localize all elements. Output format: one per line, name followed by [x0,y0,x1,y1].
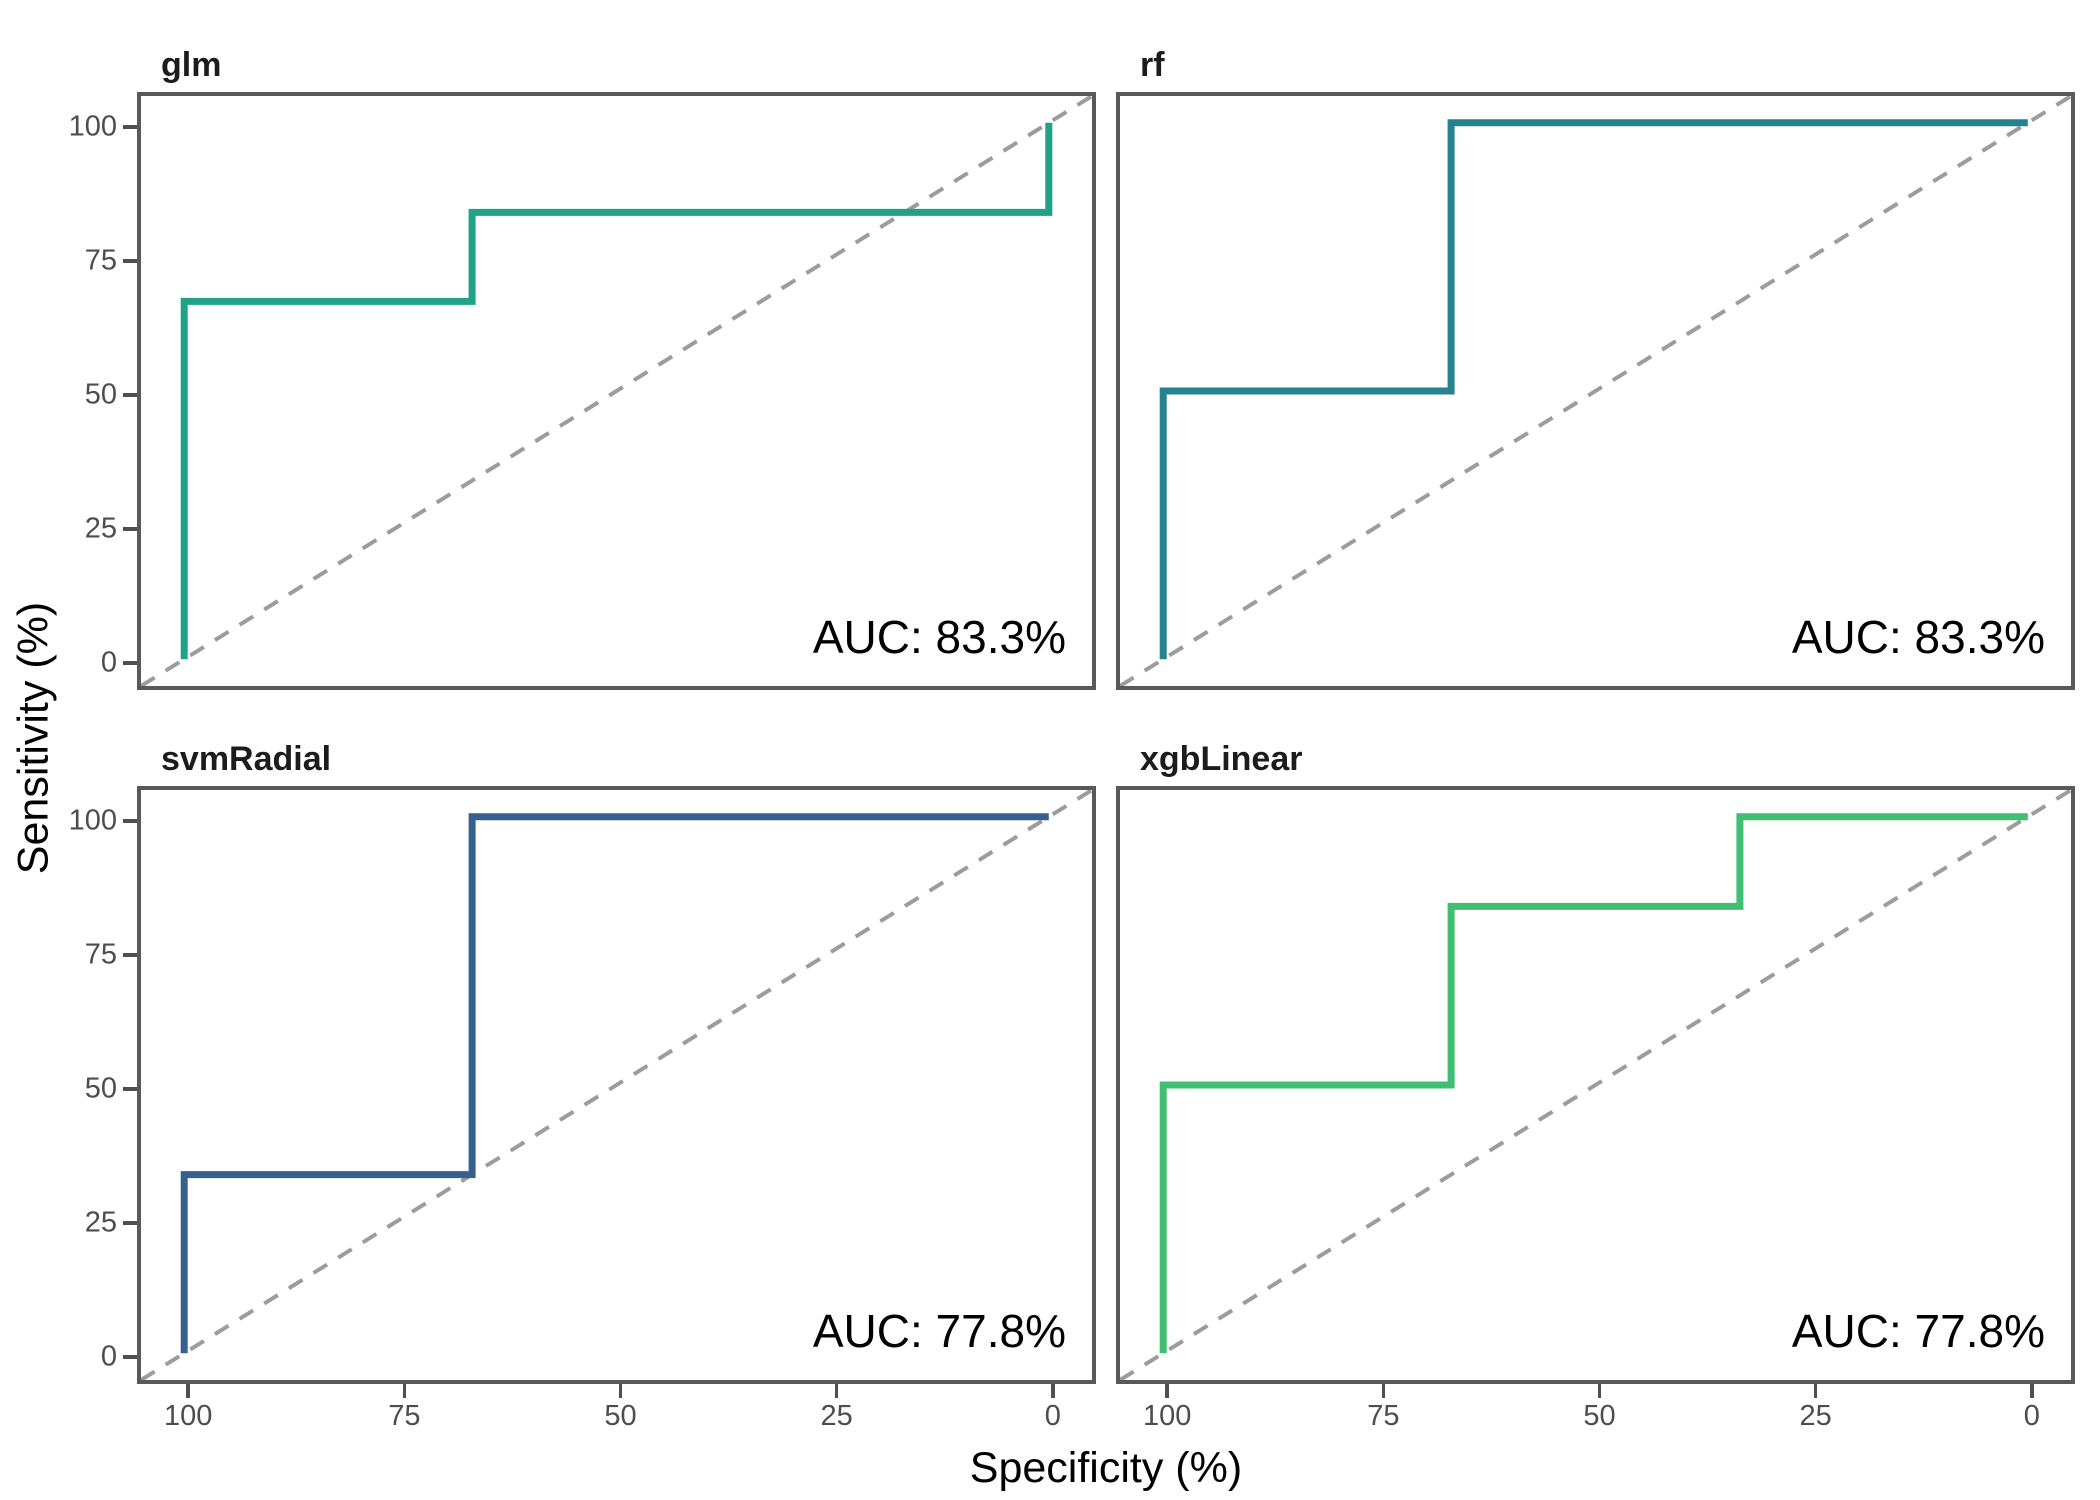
roc-curve-line [1159,813,2028,1354]
reference-diagonal-line [1120,790,2071,1380]
auc-label: AUC: 77.8% [812,1305,1066,1357]
x-tick-label: 75 [1367,1400,1400,1432]
y-axis-tick-mark [123,125,137,129]
x-tick-label: 25 [1799,1400,1832,1432]
x-tick-label: 50 [604,1400,637,1432]
roc-curve-line [180,122,1053,660]
y-tick-label: 100 [68,804,117,837]
x-tick-label: 0 [1044,1400,1061,1432]
facet-panel-xgbLinear: xgbLinear AUC: 77.8% 100 75 50 25 0 [1116,740,2075,1431]
facet-title: glm [161,46,222,84]
facet-panel-glm: glm AUC: 83.3% 0 25 50 75 100 [69,46,1096,690]
auc-label: AUC: 83.3% [1791,611,2045,663]
x-axis-tick-mark [186,1384,190,1398]
x-tick-label: 50 [1583,1400,1616,1432]
y-axis-tick-mark [123,819,137,823]
x-axis-tick-mark [1051,1384,1055,1398]
y-axis-tick-mark [123,393,137,397]
auc-label: AUC: 77.8% [1791,1305,2045,1357]
x-axis-tick-mark [2030,1384,2034,1398]
y-axis-tick-mark [123,661,137,665]
y-tick-label: 50 [84,1072,117,1105]
x-axis-tick-mark [834,1384,839,1398]
facet-title: rf [1140,46,1165,84]
y-axis-tick-mark [123,1087,137,1091]
x-axis-title: Specificity (%) [969,1444,1243,1492]
reference-diagonal-line [141,790,1092,1380]
x-tick-label: 75 [388,1400,421,1432]
roc-plot-svg [1120,790,2071,1380]
x-axis-tick-mark [618,1384,623,1398]
y-tick-label: 25 [84,1206,117,1239]
facet-panel-rf: rf AUC: 83.3% [1116,46,2075,690]
reference-diagonal-line [141,96,1092,686]
y-tick-label: 0 [100,1340,117,1373]
roc-plot-svg [141,96,1092,686]
facet-panel-svmRadial: svmRadial AUC: 77.8% 0 25 50 75 100 100 75 50 25… [69,740,1096,1431]
x-axis-tick-mark [1813,1384,1818,1398]
roc-curve-line [1159,119,2028,660]
y-axis-tick-mark [123,259,137,263]
y-axis-tick-mark [123,953,137,957]
y-tick-label: 75 [84,938,117,971]
x-tick-label: 0 [2023,1400,2040,1432]
x-axis-tick-mark [402,1384,407,1398]
x-axis-tick-mark [1597,1384,1602,1398]
y-axis-tick-mark [123,1355,137,1359]
x-axis-tick-mark [1381,1384,1386,1398]
x-axis-tick-mark [1165,1384,1169,1398]
y-tick-label: 0 [100,646,117,679]
x-tick-label: 100 [164,1400,213,1432]
y-tick-label: 100 [68,110,117,143]
roc-plot-svg [141,790,1092,1380]
roc-curve-line [180,813,1049,1354]
x-tick-label: 100 [1143,1400,1192,1432]
facet-title: xgbLinear [1140,740,1303,778]
y-axis-tick-mark [123,527,137,531]
reference-diagonal-line [1120,96,2071,686]
facet-title: svmRadial [161,740,332,778]
y-axis-title: Sensitivity (%) [9,601,58,875]
y-tick-label: 50 [84,378,117,411]
y-tick-label: 75 [84,244,117,277]
x-tick-label: 25 [820,1400,853,1432]
auc-label: AUC: 83.3% [812,611,1066,663]
roc-plot-svg [1120,96,2071,686]
y-tick-label: 25 [84,512,117,545]
y-axis-tick-mark [123,1221,137,1225]
